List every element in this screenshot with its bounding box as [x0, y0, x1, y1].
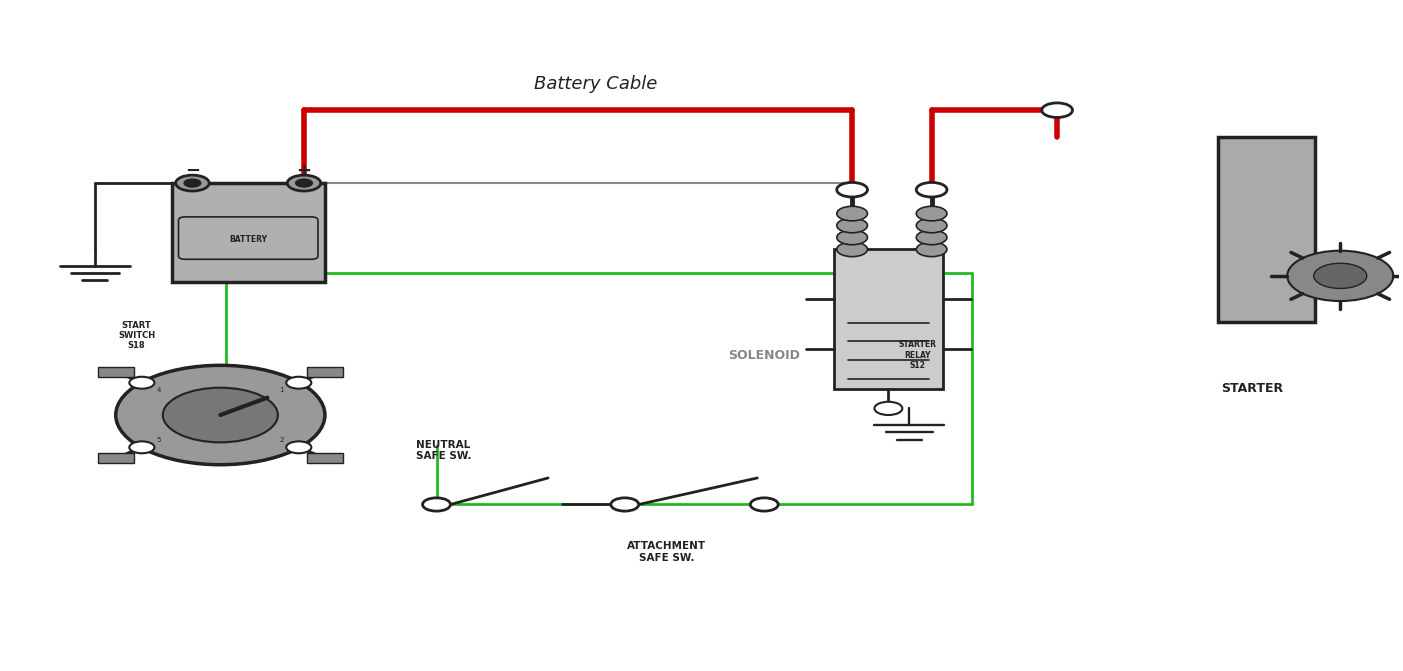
Circle shape — [286, 442, 311, 454]
Circle shape — [422, 498, 450, 511]
Circle shape — [836, 183, 867, 197]
Circle shape — [916, 242, 947, 256]
Text: STARTER
RELAY
S12: STARTER RELAY S12 — [899, 340, 937, 370]
Text: Battery Cable: Battery Cable — [535, 74, 658, 93]
FancyBboxPatch shape — [178, 217, 318, 259]
Circle shape — [129, 376, 154, 389]
Text: STARTER: STARTER — [1222, 382, 1284, 395]
Text: START
SWITCH
S18: START SWITCH S18 — [118, 321, 156, 350]
Bar — [98, 453, 133, 464]
Text: 4: 4 — [157, 386, 161, 393]
Text: SOLENOID: SOLENOID — [728, 349, 800, 362]
Circle shape — [916, 218, 947, 233]
Bar — [307, 366, 344, 377]
Circle shape — [1042, 103, 1072, 117]
Circle shape — [286, 376, 311, 389]
Circle shape — [916, 230, 947, 245]
Circle shape — [836, 230, 867, 245]
Circle shape — [836, 218, 867, 233]
Text: +: + — [296, 162, 311, 180]
Circle shape — [916, 206, 947, 221]
Circle shape — [175, 175, 209, 191]
Circle shape — [751, 498, 779, 511]
Circle shape — [836, 242, 867, 256]
Circle shape — [296, 179, 313, 187]
Text: NEUTRAL
SAFE SW.: NEUTRAL SAFE SW. — [415, 440, 471, 462]
Circle shape — [184, 179, 201, 187]
Text: 2: 2 — [279, 437, 283, 444]
FancyBboxPatch shape — [1218, 137, 1315, 322]
Bar — [307, 453, 344, 464]
Circle shape — [115, 365, 325, 465]
FancyBboxPatch shape — [833, 250, 943, 389]
Circle shape — [874, 402, 902, 415]
Text: 1: 1 — [279, 386, 283, 393]
Circle shape — [1288, 251, 1393, 301]
Circle shape — [129, 442, 154, 454]
Text: BATTERY: BATTERY — [229, 235, 267, 244]
FancyBboxPatch shape — [171, 183, 325, 282]
Circle shape — [836, 206, 867, 221]
Circle shape — [610, 498, 638, 511]
Text: 5: 5 — [157, 437, 161, 444]
Circle shape — [916, 183, 947, 197]
Circle shape — [1313, 263, 1367, 289]
Text: ATTACHMENT
SAFE SW.: ATTACHMENT SAFE SW. — [627, 541, 706, 562]
Text: −: − — [185, 162, 201, 180]
Circle shape — [288, 175, 321, 191]
Circle shape — [163, 388, 278, 442]
Bar — [98, 366, 133, 377]
